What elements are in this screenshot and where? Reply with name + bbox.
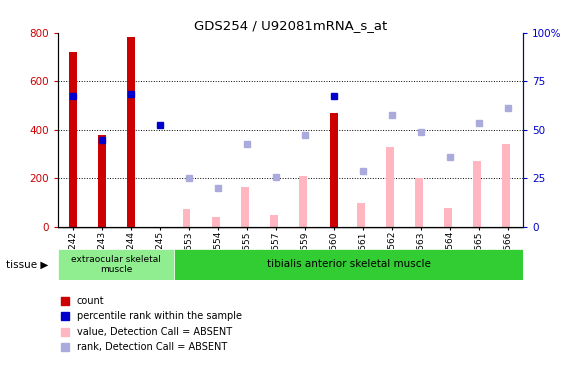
Bar (299, 176, 307, 227)
Bar (330, 113, 338, 227)
Text: count: count (77, 296, 105, 306)
Bar (270, 215, 278, 227)
Bar (349, 227, 378, 229)
Bar (436, 227, 465, 229)
Bar (87, 227, 116, 229)
Text: rank, Detection Call = ABSENT: rank, Detection Call = ABSENT (77, 342, 227, 352)
Bar (290, 227, 320, 229)
Bar (386, 147, 394, 227)
Bar (378, 227, 407, 229)
Bar (203, 227, 232, 229)
Bar (357, 203, 365, 227)
Text: percentile rank within the sample: percentile rank within the sample (77, 311, 242, 321)
Bar (58, 249, 174, 280)
Bar (232, 227, 261, 229)
Bar (127, 37, 135, 227)
Text: tissue ▶: tissue ▶ (6, 259, 48, 269)
Text: extraocular skeletal
muscle: extraocular skeletal muscle (71, 255, 161, 274)
Bar (444, 208, 452, 227)
Bar (211, 217, 220, 227)
Bar (69, 52, 77, 227)
Bar (174, 227, 203, 229)
Bar (502, 145, 510, 227)
Bar (174, 249, 523, 280)
Bar (473, 161, 481, 227)
Text: tibialis anterior skeletal muscle: tibialis anterior skeletal muscle (267, 259, 431, 269)
Bar (116, 227, 145, 229)
Bar (494, 227, 523, 229)
Bar (407, 227, 436, 229)
Bar (98, 135, 106, 227)
Bar (241, 187, 249, 227)
Bar (465, 227, 494, 229)
Bar (320, 227, 349, 229)
Bar (415, 178, 423, 227)
Text: value, Detection Call = ABSENT: value, Detection Call = ABSENT (77, 327, 232, 337)
Bar (145, 227, 174, 229)
Bar (261, 227, 290, 229)
Title: GDS254 / U92081mRNA_s_at: GDS254 / U92081mRNA_s_at (194, 19, 387, 32)
Bar (58, 227, 87, 229)
Bar (182, 209, 191, 227)
